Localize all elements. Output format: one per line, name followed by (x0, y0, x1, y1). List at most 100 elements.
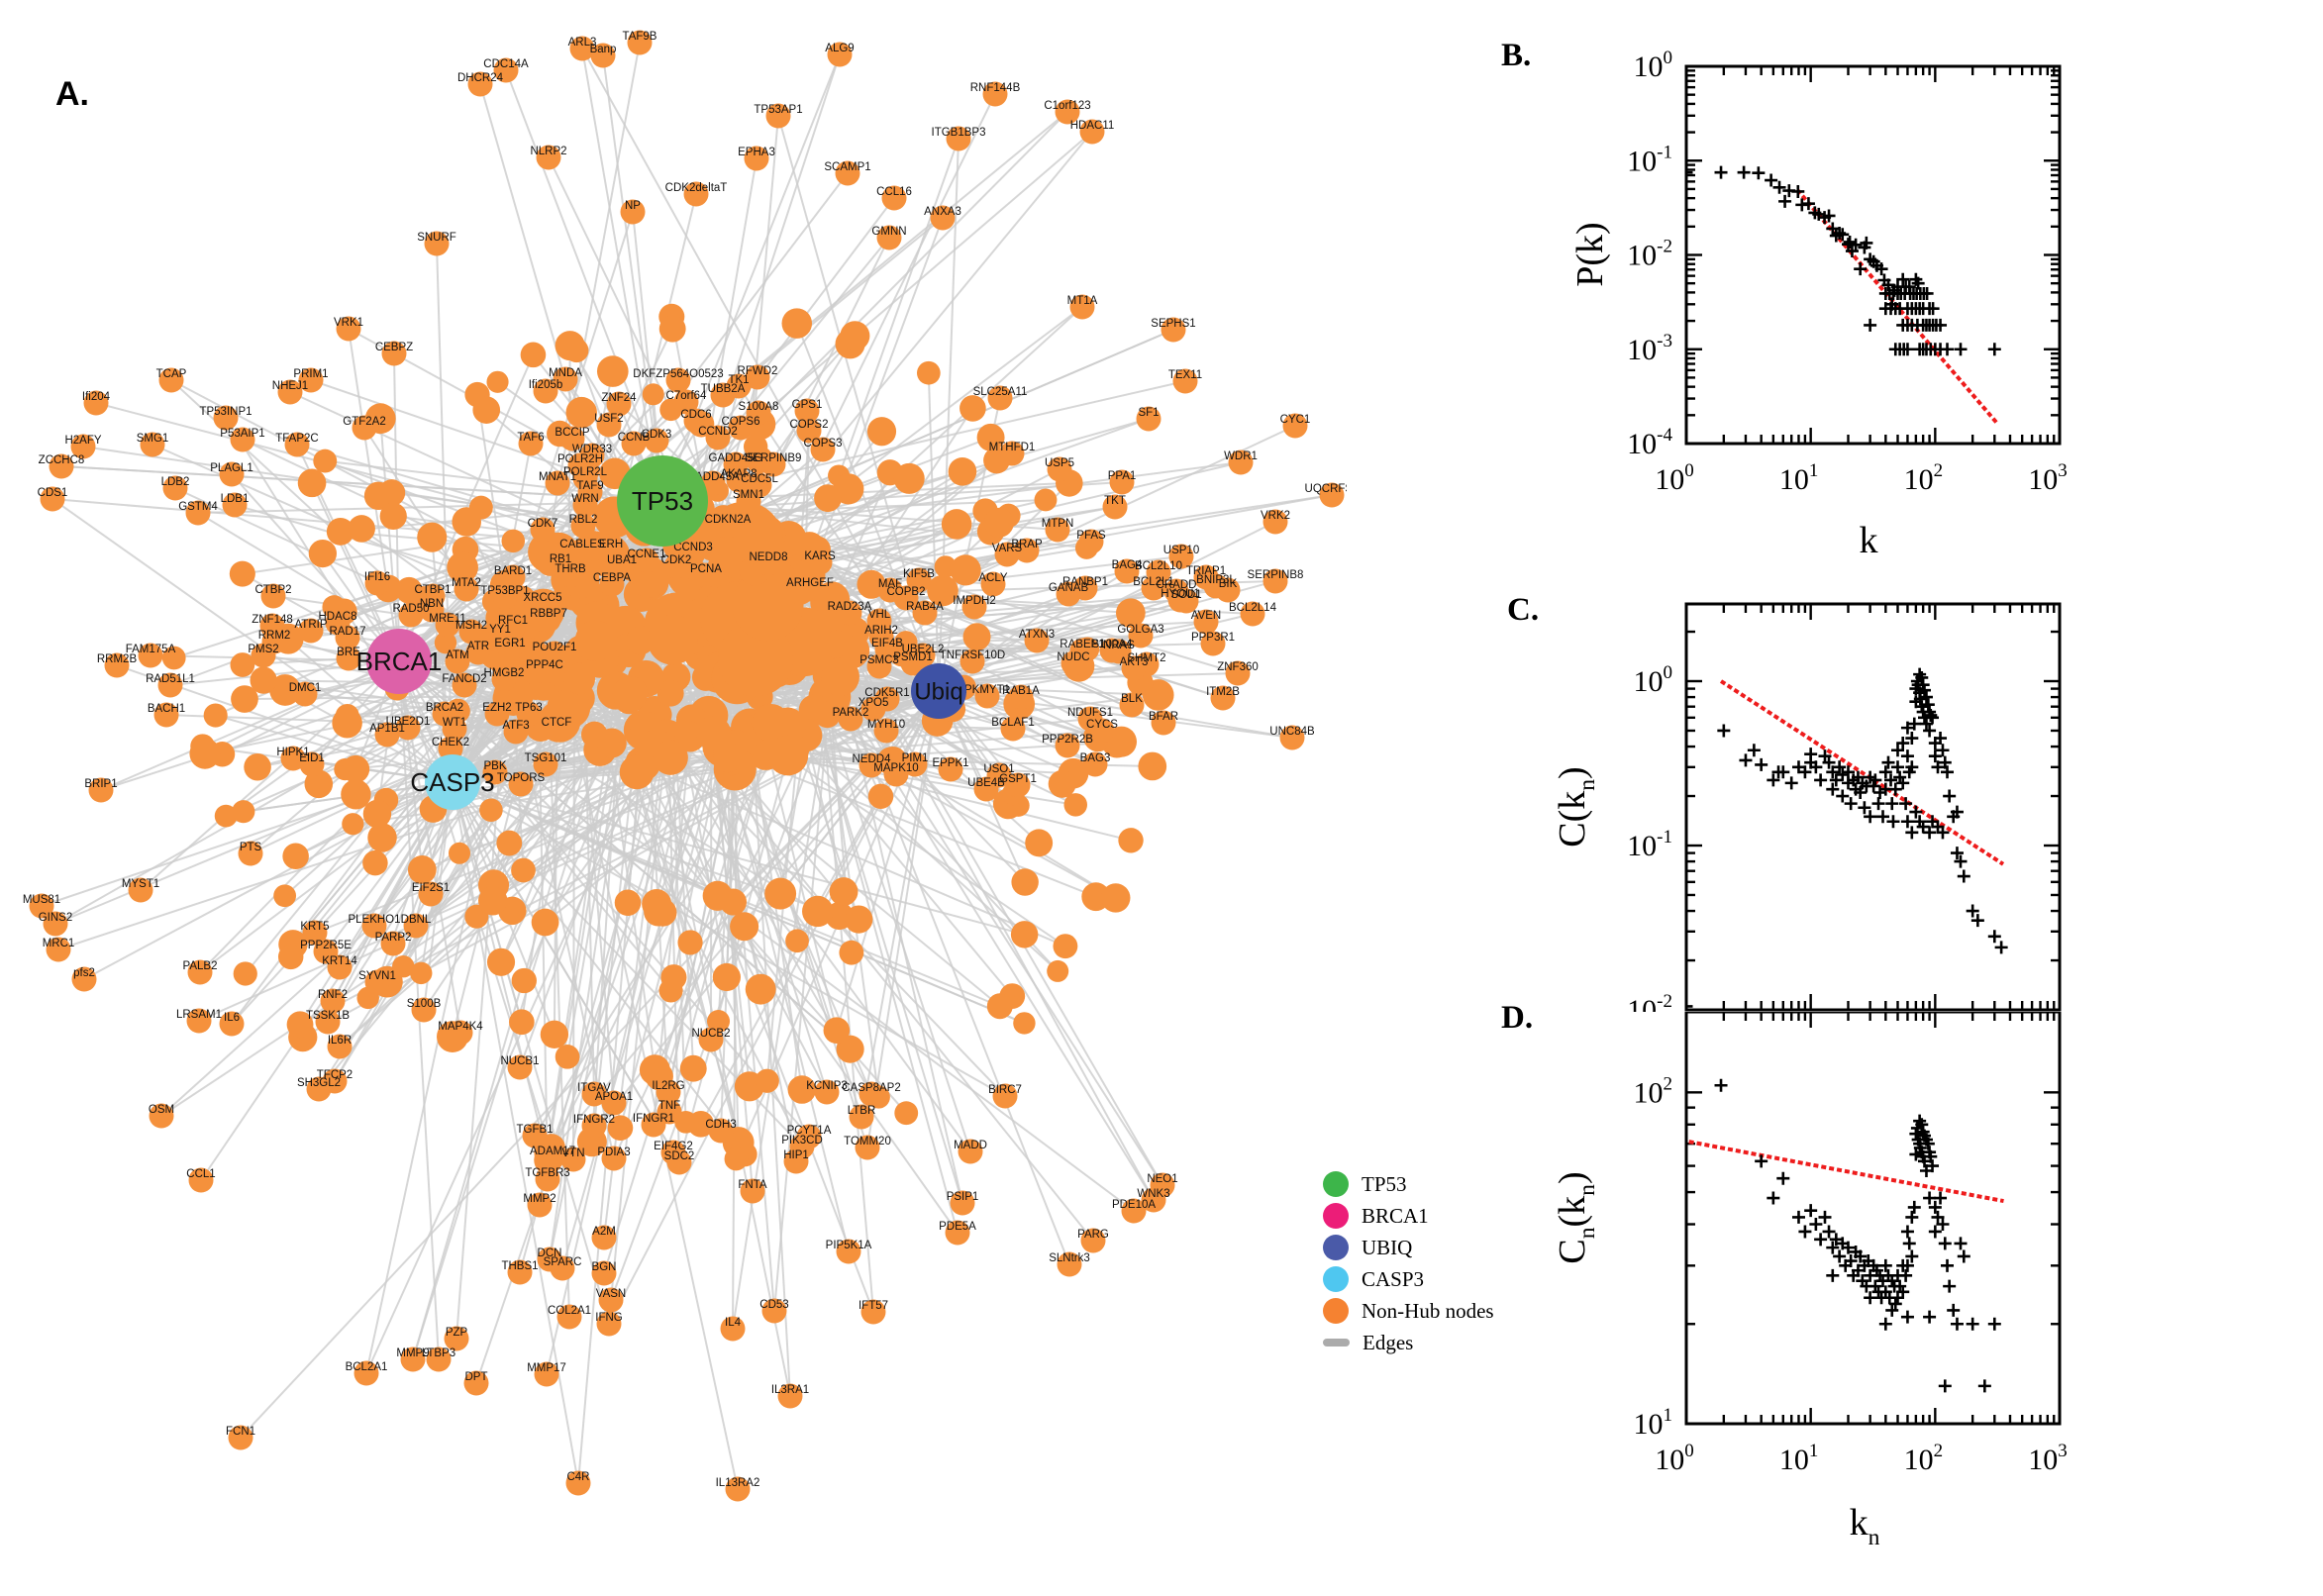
gene-label: BNIP3L (1196, 574, 1236, 586)
hub-label-ubiq: Ubiq (914, 678, 962, 705)
gene-label: TUBB2A (701, 383, 746, 395)
tick-label: 100 (1634, 662, 1673, 698)
gene-label: BRCA2 (426, 702, 463, 714)
gene-label: BAG3 (1080, 752, 1111, 764)
gene-label: pfs2 (73, 967, 95, 979)
gene-label: Ifi204 (82, 391, 111, 403)
non-hub-node (1141, 575, 1166, 601)
gene-label: CDS1 (38, 487, 68, 499)
gene-label: HDAC8 (319, 611, 357, 623)
non-hub-node (740, 1178, 765, 1204)
non-hub-node (1060, 650, 1086, 676)
non-hub-node (893, 462, 925, 494)
gene-label: NEDD4 (853, 753, 892, 765)
non-hub-node (572, 492, 598, 518)
non-hub-node (43, 911, 68, 937)
non-hub-node (982, 81, 1008, 107)
gene-label: C1orf123 (1044, 100, 1090, 112)
non-hub-node (185, 500, 211, 526)
non-hub-node (327, 1034, 353, 1059)
legend-item-edges: Edges (1323, 1327, 1494, 1358)
non-hub-node (362, 849, 388, 876)
hub-label-tp53: TP53 (632, 486, 693, 516)
non-hub-node (520, 342, 547, 368)
non-hub-node (781, 308, 813, 339)
gene-label: PLAGL1 (210, 462, 252, 474)
gene-label: RAB1A (1002, 685, 1040, 697)
gene-label: BCL2L14 (1229, 602, 1277, 614)
tick-label: 103 (2028, 1441, 2068, 1476)
gene-label: VASN (596, 1288, 626, 1300)
gene-label: LTBR (848, 1105, 876, 1117)
non-hub-node (797, 576, 823, 602)
non-hub-node (411, 997, 437, 1023)
gene-label: UBA1 (607, 554, 637, 566)
non-hub-node (599, 571, 625, 597)
gene-label: SF1 (1138, 407, 1159, 419)
gene-label: TFCP2 (317, 1069, 353, 1081)
gene-label: PIK3CD (781, 1135, 823, 1147)
panel-b-label: B. (1501, 38, 1532, 73)
gene-label: SERPINB9 (746, 452, 802, 464)
non-hub-node (233, 961, 257, 986)
non-hub-node (560, 1147, 586, 1172)
gene-label: FANCD2 (442, 673, 486, 685)
non-hub-node (574, 620, 616, 661)
gene-label: ATXN3 (1019, 629, 1055, 641)
gene-label: VHL (868, 609, 891, 621)
gene-label: SLC25A11 (973, 386, 1028, 398)
gene-label: BARD1 (494, 565, 532, 577)
gene-label: BLK (1121, 693, 1143, 705)
non-hub-node (581, 1113, 607, 1139)
non-hub-node (452, 507, 481, 537)
gene-label: PFAS (1076, 530, 1106, 542)
gene-label: MAPK10 (873, 762, 918, 774)
non-hub-node (500, 564, 526, 590)
gene-label: PSIP1 (947, 1191, 979, 1203)
non-hub-node (767, 735, 809, 776)
gene-label: PIP5K1A (826, 1240, 872, 1251)
gene-label: HDAC11 (1070, 120, 1115, 132)
non-hub-node (1055, 99, 1080, 125)
gene-label: CCND3 (673, 542, 713, 553)
non-hub-node (930, 205, 956, 231)
gene-label: USO1 (983, 763, 1014, 775)
gene-label: NUCB1 (501, 1055, 540, 1067)
gene-label: BCL2A1 (346, 1361, 388, 1373)
scatter-points (1714, 1078, 2001, 1393)
non-hub-node (335, 625, 360, 650)
non-hub-node (677, 930, 703, 955)
gene-label: PARK2 (833, 707, 869, 719)
non-hub-node (88, 777, 114, 803)
non-hub-node (760, 451, 786, 477)
gene-label: MNAT1 (539, 471, 576, 483)
non-hub-node (228, 1425, 253, 1450)
non-hub-node (447, 551, 478, 583)
non-hub-node (354, 1360, 379, 1386)
gene-label: EIF4G2 (654, 1141, 693, 1152)
gene-label: IL2RG (652, 1080, 684, 1092)
non-hub-node (1262, 509, 1288, 535)
gene-label: GADD45G (709, 452, 763, 464)
non-hub-node (138, 643, 163, 668)
non-hub-node (724, 1147, 749, 1171)
gene-label: MRE11 (429, 613, 466, 625)
non-hub-node (700, 470, 726, 496)
non-hub-node (1014, 538, 1040, 563)
non-hub-node (545, 470, 570, 496)
non-hub-node (444, 1326, 469, 1351)
gene-label: CEBPA (593, 572, 631, 584)
non-hub-node (46, 937, 71, 962)
non-hub-node (1262, 568, 1288, 594)
non-hub-node (876, 225, 902, 250)
non-hub-node (533, 751, 558, 777)
gene-label: CABLES (559, 539, 605, 550)
gene-label: XRCC5 (524, 592, 562, 604)
non-hub-node (726, 373, 752, 399)
non-hub-node (1069, 294, 1095, 320)
non-hub-node (866, 417, 897, 447)
non-hub-node (1005, 772, 1031, 798)
power-law-fit-line (1719, 679, 2005, 866)
gene-label: PPA1 (1108, 470, 1137, 482)
